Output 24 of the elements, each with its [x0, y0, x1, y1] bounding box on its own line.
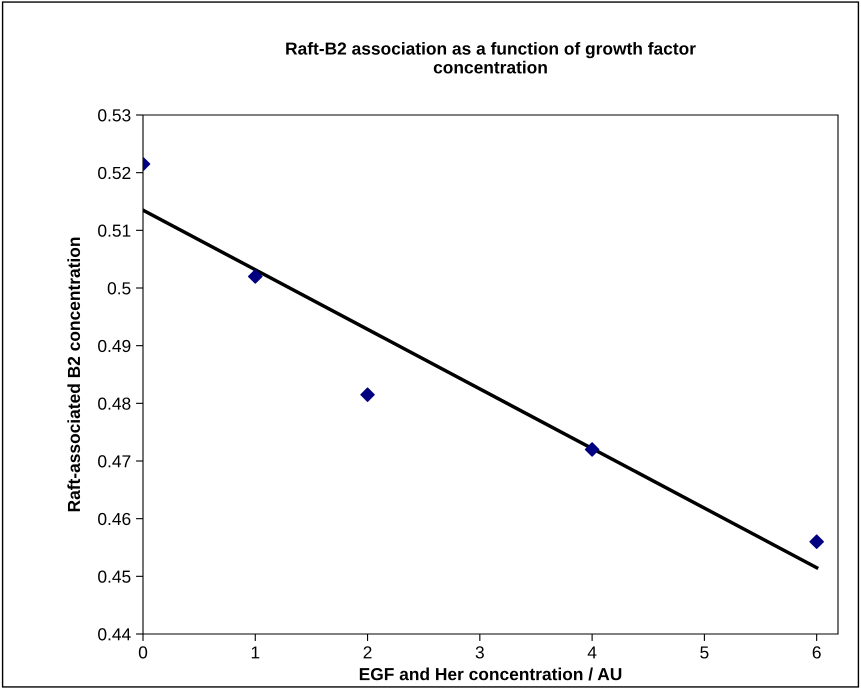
y-axis-title: Raft-associated B2 concentration: [67, 238, 80, 512]
x-axis-title: EGF and Her concentration / AU: [360, 668, 622, 680]
point: [584, 442, 600, 457]
y-tick-label: 0.51: [98, 224, 130, 237]
x-tick-label: 5: [700, 646, 708, 659]
x-tick-label: 4: [588, 646, 596, 658]
y-tick-label: 0.49: [98, 340, 130, 352]
point: [360, 387, 375, 402]
x-tick-label: 0: [138, 646, 148, 659]
chart-title: Raft-B2 association as a function of growth factor concentration: [286, 42, 696, 74]
y-tick-label: 0.44: [98, 628, 131, 640]
x-tick-label: 3: [476, 646, 484, 659]
y-tick-label: 0.48: [98, 398, 130, 410]
point: [809, 534, 824, 550]
y-tick-label: 0.5: [108, 282, 130, 294]
y-tick-label: 0.47: [98, 455, 130, 468]
x-tick-label: 2: [364, 646, 372, 658]
y-tick-label: 0.52: [98, 166, 130, 180]
y-tick-label: 0.53: [98, 109, 130, 122]
x-tick-label: 6: [812, 646, 821, 659]
point: [248, 269, 263, 284]
y-tick-label: 0.45: [98, 570, 130, 583]
y-tick-label: 0.46: [98, 512, 130, 526]
x-tick-label: 1: [252, 646, 260, 658]
